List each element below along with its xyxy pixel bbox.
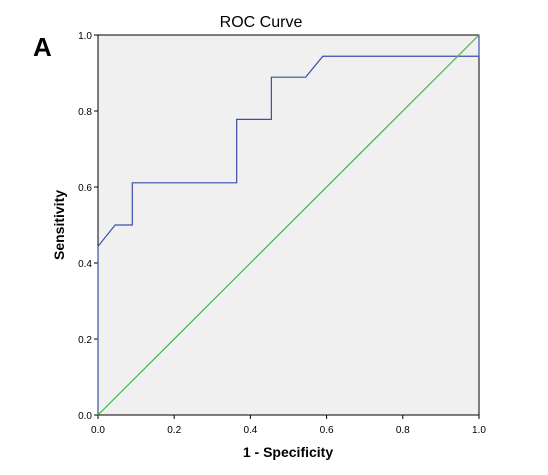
chart-title: ROC Curve — [220, 14, 303, 31]
y-tick-label: 0.2 — [78, 335, 92, 346]
y-axis-title: Sensitivity — [51, 190, 67, 260]
y-tick-label: 0.6 — [78, 183, 92, 194]
y-tick-label: 1.0 — [78, 31, 92, 42]
x-tick-label: 0.0 — [91, 425, 105, 436]
x-tick-label: 1.0 — [472, 425, 486, 436]
panel-label: A — [33, 32, 52, 62]
y-tick-label: 0.8 — [78, 107, 92, 118]
x-tick-label: 0.8 — [396, 425, 410, 436]
x-tick-label: 0.4 — [243, 425, 257, 436]
roc-curve-line — [97, 35, 480, 415]
reference-diagonal-line — [97, 34, 480, 416]
x-axis-ticks: 0.0 0.2 0.4 0.6 0.8 1.0 — [91, 415, 486, 436]
y-tick-label: 0.4 — [78, 259, 92, 270]
y-axis-ticks: 0.0 0.2 0.4 0.6 0.8 1.0 — [78, 31, 98, 422]
series-layer — [97, 34, 480, 416]
x-tick-label: 0.6 — [320, 425, 334, 436]
x-tick-label: 0.2 — [167, 425, 181, 436]
y-tick-label: 0.0 — [78, 411, 92, 422]
x-axis-title: 1 - Specificity — [243, 444, 333, 460]
